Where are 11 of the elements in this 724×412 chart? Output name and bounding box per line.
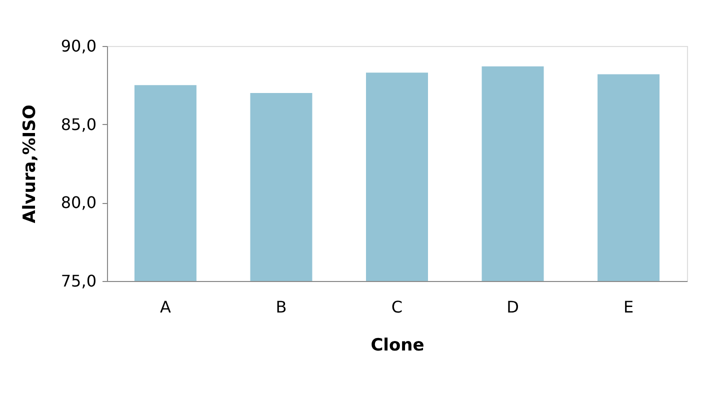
y-axis-title: Alvura,%ISO	[20, 104, 40, 224]
y-tick-label: 75,0	[60, 272, 96, 290]
y-tick-label: 90,0	[60, 36, 96, 56]
y-tick-label: 80,0	[60, 193, 96, 212]
x-axis-title: Clone	[370, 336, 424, 356]
x-tick-label: D	[506, 298, 519, 316]
y-tick-label: 85,0	[60, 114, 96, 134]
x-tick-label: A	[160, 298, 171, 316]
x-tick-label: E	[623, 298, 634, 316]
x-tick-label: B	[276, 298, 287, 316]
x-tick-label: C	[391, 298, 403, 316]
